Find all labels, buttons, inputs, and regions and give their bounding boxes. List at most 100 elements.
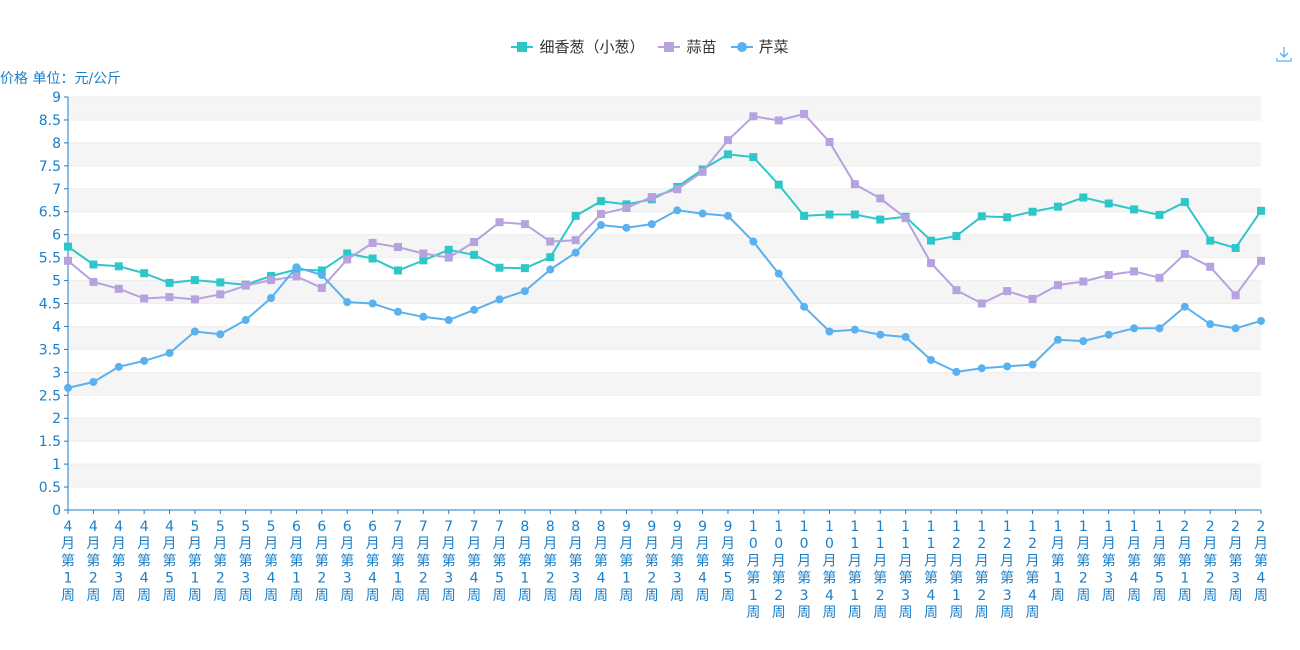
data-point-series-2: [673, 206, 682, 215]
data-point-series-1: [1079, 277, 1088, 286]
legend-label-celery: 芹菜: [758, 38, 789, 56]
x-tick-label: 1 1 月第 1 周: [848, 519, 862, 621]
data-point-series-1: [571, 236, 580, 245]
grid-band: [68, 280, 1261, 304]
data-point-series-1: [444, 253, 453, 262]
data-point-series-2: [647, 220, 656, 229]
data-point-series-0: [1257, 206, 1265, 215]
download-icon[interactable]: [1274, 44, 1294, 64]
data-point-series-2: [1231, 324, 1240, 333]
data-point-series-2: [1028, 360, 1037, 369]
data-point-series-2: [901, 332, 910, 341]
legend-swatch-garlic-sprout: [658, 40, 681, 54]
x-tick-label: 9 月第 2 周: [645, 519, 659, 604]
x-tick-label: 6 月第 1 周: [289, 519, 303, 604]
x-tick-label: 9 月第 5 周: [721, 519, 735, 604]
y-tick-label: 1: [52, 457, 61, 473]
data-point-series-1: [368, 238, 377, 247]
data-point-series-0: [267, 271, 276, 280]
data-point-series-1: [825, 137, 834, 146]
data-point-series-1: [901, 214, 910, 223]
data-point-series-2: [216, 330, 225, 339]
data-point-series-2: [1155, 324, 1164, 333]
x-tick-label: 1 2 月第 4 周: [1026, 519, 1040, 621]
data-point-series-1: [647, 193, 656, 202]
data-point-series-0: [470, 250, 479, 259]
data-point-series-1: [190, 295, 199, 304]
x-tick-label: 2 月第 3 周: [1229, 519, 1243, 604]
data-point-series-2: [698, 209, 707, 218]
grid-band: [68, 97, 1261, 120]
grid-band: [68, 418, 1261, 442]
data-point-series-1: [495, 218, 504, 227]
data-point-series-1: [216, 290, 225, 299]
data-point-series-0: [1180, 198, 1189, 207]
grid-band: [68, 234, 1261, 258]
data-point-series-1: [241, 281, 250, 290]
data-point-series-0: [1231, 243, 1240, 252]
x-tick-label: 4 月第 4 周: [137, 519, 151, 604]
y-tick-label: 7: [52, 182, 61, 198]
grid-band: [68, 188, 1261, 212]
x-tick-label: 9 月第 4 周: [696, 519, 710, 604]
data-point-series-2: [140, 356, 149, 365]
x-tick-label: 4 月第 3 周: [112, 519, 126, 604]
y-tick-label: 0.5: [39, 480, 61, 496]
data-point-series-1: [267, 276, 276, 285]
data-point-series-1: [1155, 273, 1164, 282]
data-point-series-0: [825, 210, 834, 219]
data-point-series-2: [723, 211, 732, 220]
data-point-series-2: [520, 287, 529, 296]
data-point-series-0: [571, 211, 580, 220]
data-point-series-0: [216, 278, 225, 287]
data-point-series-2: [495, 295, 504, 304]
legend-item-celery[interactable]: 芹菜: [730, 36, 789, 57]
data-point-series-0: [368, 254, 377, 263]
data-point-series-0: [190, 276, 199, 285]
data-point-series-0: [800, 211, 809, 220]
data-point-series-2: [952, 367, 961, 376]
data-point-series-2: [927, 355, 936, 364]
y-tick-label: 6: [52, 228, 61, 244]
y-tick-label: 1.5: [39, 434, 61, 450]
data-point-series-2: [1053, 335, 1062, 344]
data-point-series-1: [597, 210, 606, 219]
legend-item-garlic-sprout[interactable]: 蒜苗: [658, 36, 717, 57]
data-point-series-1: [1257, 256, 1265, 265]
data-point-series-2: [1130, 324, 1139, 333]
x-tick-label: 1 0 月第 2 周: [772, 519, 786, 621]
data-point-series-2: [64, 383, 72, 392]
data-point-series-2: [317, 271, 326, 280]
data-point-series-2: [774, 269, 783, 278]
data-point-series-1: [89, 277, 98, 286]
x-tick-label: 6 月第 3 周: [340, 519, 354, 604]
data-point-series-2: [1079, 337, 1088, 346]
data-point-series-0: [393, 266, 402, 275]
grid-band: [68, 142, 1261, 166]
x-tick-label: 4 月第 5 周: [163, 519, 177, 604]
data-point-series-2: [977, 364, 986, 373]
y-axis-title: 价格 单位：元/公斤: [0, 71, 122, 87]
y-tick-label: 6.5: [39, 205, 61, 221]
data-point-series-0: [546, 253, 555, 262]
series-line-1: [67, 112, 1262, 305]
x-tick-label: 1 月第 3 周: [1102, 519, 1116, 604]
data-point-series-0: [749, 153, 758, 162]
data-point-series-0: [317, 266, 326, 275]
data-point-series-2: [368, 299, 377, 308]
data-point-series-2: [850, 325, 859, 334]
x-tick-label: 1 2 月第 3 周: [1000, 519, 1014, 621]
data-point-series-1: [520, 220, 529, 229]
y-tick-label: 4: [52, 319, 61, 335]
legend-item-scallion[interactable]: 细香葱（小葱）: [511, 36, 644, 57]
data-point-series-1: [1231, 291, 1240, 300]
data-point-series-2: [444, 316, 453, 325]
y-tick-label: 9: [52, 90, 61, 106]
data-point-series-1: [749, 112, 758, 121]
x-tick-label: 7 月第 4 周: [467, 519, 481, 604]
legend-swatch-scallion: [511, 40, 534, 54]
x-tick-label: 6 月第 2 周: [315, 519, 329, 604]
data-point-series-2: [546, 265, 555, 274]
data-point-series-1: [1003, 287, 1012, 296]
